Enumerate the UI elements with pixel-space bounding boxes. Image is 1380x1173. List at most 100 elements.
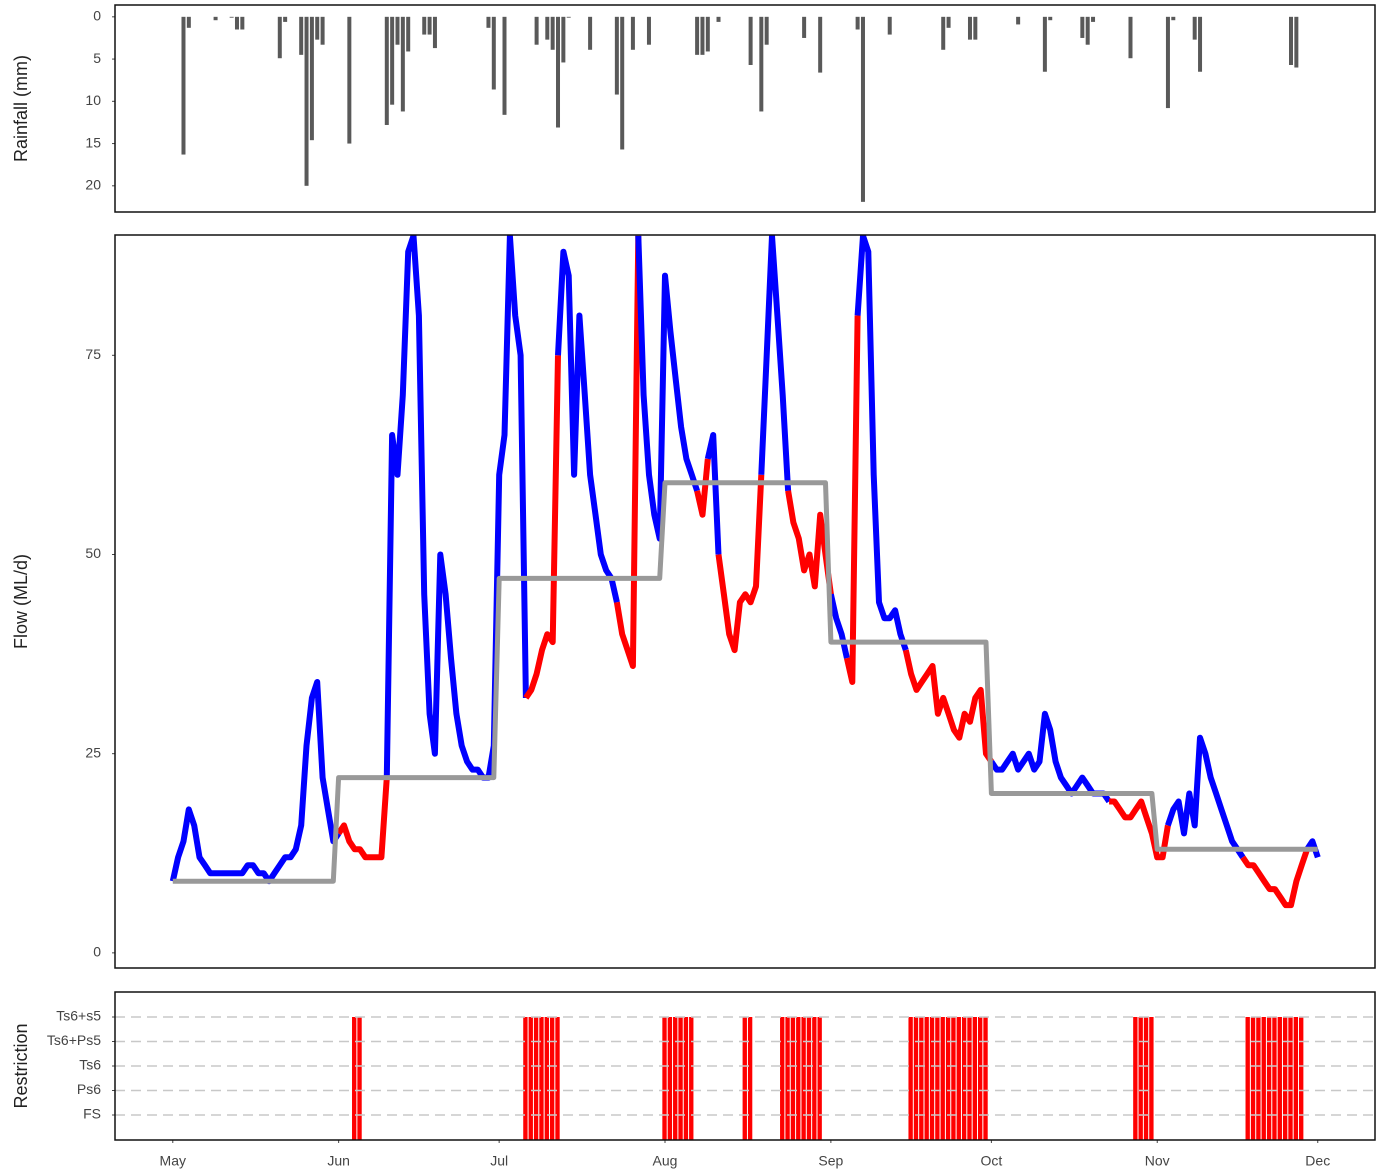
restriction-bar: [357, 1017, 362, 1140]
restriction-bar: [913, 1017, 919, 1140]
restriction-bar: [1299, 1017, 1304, 1140]
rain-bar: [566, 16, 571, 18]
rain-bar: [1198, 16, 1203, 72]
y-tick-label: 5: [93, 50, 101, 66]
restriction-bar: [1149, 1017, 1154, 1140]
rain-bar: [646, 16, 651, 45]
restriction-bar: [555, 1017, 560, 1140]
restriction-bar: [919, 1017, 924, 1140]
flow-line: [785, 490, 834, 595]
rain-bar: [1016, 16, 1021, 25]
rain-bar: [545, 16, 550, 40]
rain-bar: [347, 16, 352, 144]
rain-bar: [973, 16, 978, 40]
threshold-line: [172, 480, 1318, 884]
rain-bar: [818, 16, 823, 73]
restriction-bar: [1256, 1017, 1261, 1140]
y-tick-label: 20: [85, 177, 101, 193]
x-tick-label: May: [160, 1153, 186, 1169]
restriction-bar: [1138, 1017, 1143, 1140]
flow-line: [715, 474, 765, 654]
restriction-bar: [945, 1017, 951, 1140]
restriction-bar: [978, 1017, 983, 1140]
rain-bar: [186, 16, 191, 28]
rain-bar: [556, 16, 561, 128]
rain-bar: [320, 16, 325, 45]
restriction-bar: [742, 1017, 747, 1140]
y-tick-label: Ts6: [79, 1057, 101, 1073]
y-tick-label: 25: [85, 744, 101, 760]
restriction-bar: [549, 1017, 555, 1140]
y-tick-label: 15: [85, 134, 101, 150]
rain-bar: [1289, 16, 1293, 65]
flow-line: [827, 593, 850, 659]
flow-line: [1165, 734, 1246, 859]
restriction-bar: [523, 1017, 528, 1140]
axis-title: Flow (ML/d): [11, 554, 31, 649]
rain-bar: [748, 16, 753, 65]
rain-bar: [400, 16, 405, 112]
restriction-bar: [796, 1017, 801, 1140]
rain-bar: [406, 16, 411, 52]
rain-bar: [588, 16, 593, 50]
restriction-bar: [539, 1017, 544, 1140]
y-tick-label: FS: [83, 1106, 101, 1122]
rain-bar: [941, 16, 946, 50]
rain-bar: [630, 16, 635, 50]
rain-bar: [764, 16, 769, 45]
rain-bar: [759, 16, 764, 112]
rain-bar: [502, 16, 507, 115]
restriction-bar: [1133, 1017, 1138, 1140]
rain-bar: [887, 16, 892, 35]
restriction-bar: [780, 1017, 785, 1140]
rain-bar: [967, 16, 972, 40]
y-tick-label: 10: [85, 92, 101, 108]
restriction-bar: [812, 1017, 817, 1140]
rain-bar: [309, 16, 314, 141]
x-tick-label: Jul: [490, 1153, 508, 1169]
flow-line: [704, 432, 722, 555]
x-tick-label: Nov: [1145, 1153, 1170, 1169]
restriction-bar: [961, 1017, 967, 1140]
restriction-bar: [1272, 1017, 1277, 1140]
restriction-bar: [678, 1017, 683, 1140]
restriction-bar: [1245, 1017, 1250, 1140]
y-tick-label: Ts6+Ps5: [47, 1032, 101, 1048]
flow-line: [1109, 798, 1171, 861]
restriction-bar: [983, 1017, 988, 1140]
axis-title: Rainfall (mm): [11, 55, 31, 162]
panel-frame: [114, 234, 1376, 969]
restriction-bar: [683, 1017, 689, 1140]
axis-title: Restriction: [11, 1023, 31, 1108]
x-tick-label: Jun: [327, 1153, 350, 1169]
flow-line: [988, 710, 1112, 804]
rain-bar: [1128, 16, 1133, 59]
restriction-bar: [785, 1017, 790, 1140]
restriction-bar: [1282, 1017, 1288, 1140]
rain-bar: [614, 16, 619, 95]
restriction-bar: [790, 1017, 796, 1140]
restriction-bar: [935, 1017, 940, 1140]
panel-frame: [114, 991, 1376, 1141]
rain-bar: [432, 16, 437, 49]
flow-line: [635, 235, 700, 542]
flow-line: [854, 235, 909, 652]
rain-bar: [427, 16, 432, 35]
restriction-bar: [1288, 1017, 1293, 1140]
x-tick-label: Oct: [980, 1153, 1002, 1169]
y-tick-label: Ts6+s5: [56, 1008, 101, 1024]
restriction-bar: [806, 1017, 812, 1140]
rain-bar: [315, 16, 320, 40]
rain-bar: [1042, 16, 1047, 72]
rain-bar: [1192, 16, 1197, 40]
restriction-bar: [817, 1017, 822, 1140]
rain-bar: [716, 16, 721, 22]
rain-bar: [1085, 16, 1090, 45]
rain-bar: [229, 16, 234, 18]
rain-bar: [946, 16, 951, 28]
rain-bar: [1091, 16, 1096, 22]
restriction-bar: [747, 1017, 753, 1140]
rain-bar: [234, 16, 239, 30]
restriction-bar: [528, 1017, 533, 1140]
